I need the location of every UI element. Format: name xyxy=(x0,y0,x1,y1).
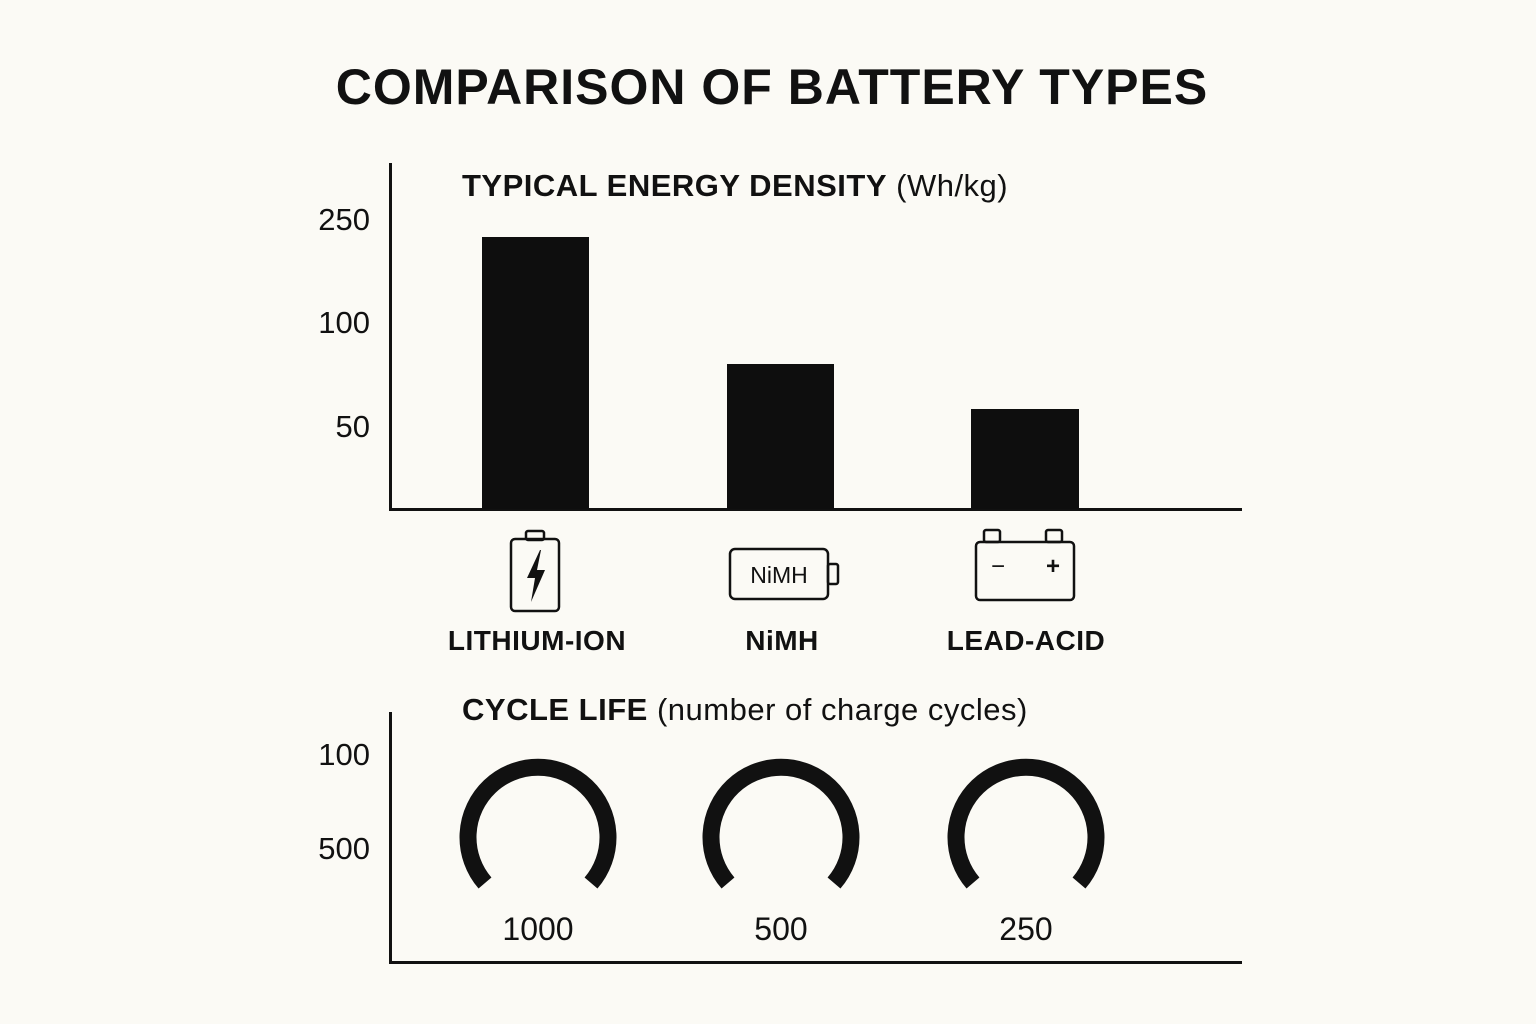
cycle-chart-title-main: CYCLE LIFE xyxy=(462,692,648,727)
energy-y-tick: 50 xyxy=(335,409,370,444)
gauge-lithium-ion xyxy=(459,758,617,889)
cycle-y-tick: 100 xyxy=(318,737,370,772)
plus-sign: + xyxy=(1046,553,1060,580)
cycle-y-tick: 500 xyxy=(318,831,370,866)
page-title: COMPARISON OF BATTERY TYPES xyxy=(335,59,1209,115)
category-label-nimh: NiMH xyxy=(745,625,819,656)
nimh-icon-text: NiMH xyxy=(750,562,808,588)
energy-y-tick: 100 xyxy=(318,305,370,340)
gauge-value-nimh: 500 xyxy=(754,911,808,947)
bar-lead-acid xyxy=(971,409,1079,509)
energy-y-tick: 250 xyxy=(318,202,370,237)
category-label-lithium-ion: LITHIUM-ION xyxy=(447,625,627,656)
gauge-nimh xyxy=(702,758,860,889)
cycle-x-axis xyxy=(389,961,1242,964)
energy-chart-unit: (Wh/kg) xyxy=(896,168,1009,203)
category-label-lead-acid: LEAD-ACID xyxy=(946,625,1106,656)
lightning-battery-icon xyxy=(509,529,561,613)
cycle-chart-title: CYCLE LIFE (number of charge cycles) xyxy=(462,692,1028,728)
energy-chart-title-main: TYPICAL ENERGY DENSITY xyxy=(462,168,887,203)
gauge-lead-acid xyxy=(947,758,1105,889)
energy-x-axis xyxy=(389,508,1242,511)
cycle-y-axis xyxy=(389,712,392,964)
lead-acid-battery-icon: − + xyxy=(974,528,1076,602)
minus-sign: − xyxy=(991,553,1005,580)
energy-y-axis xyxy=(389,163,392,511)
gauge-value-lithium-ion: 1000 xyxy=(502,911,574,947)
energy-chart-title: TYPICAL ENERGY DENSITY (Wh/kg) xyxy=(462,168,1008,204)
nimh-battery-icon: NiMH xyxy=(728,547,840,601)
bar-nimh xyxy=(727,364,834,509)
gauge-value-lead-acid: 250 xyxy=(999,911,1053,947)
bar-lithium-ion xyxy=(482,237,589,509)
cycle-chart-unit: (number of charge cycles) xyxy=(656,692,1028,727)
